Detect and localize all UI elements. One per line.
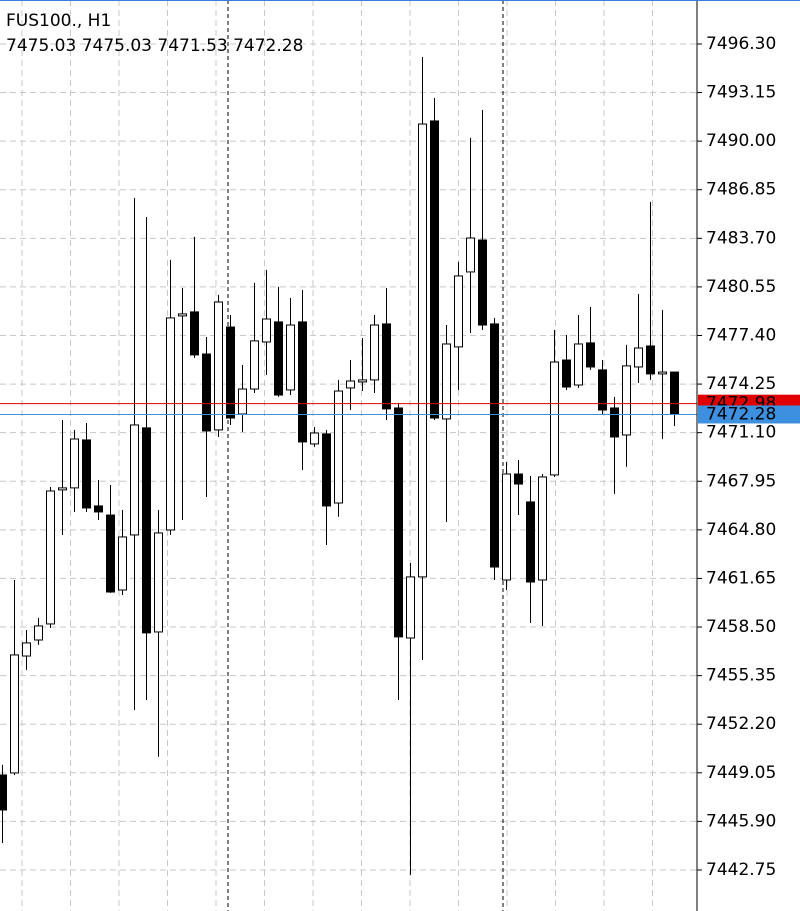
y-tick-label: 7449.05 bbox=[706, 763, 776, 783]
y-tick-label: 7490.00 bbox=[706, 131, 776, 151]
bear-body bbox=[298, 321, 307, 443]
bull-body bbox=[634, 347, 643, 368]
bull-body bbox=[154, 532, 163, 633]
y-tick-label: 7452.20 bbox=[706, 714, 776, 734]
bull-body bbox=[22, 642, 31, 657]
bull-body bbox=[46, 490, 55, 625]
y-tick-label: 7455.35 bbox=[706, 666, 776, 686]
price-lines bbox=[0, 403, 697, 415]
bull-body bbox=[130, 424, 139, 536]
bull-body bbox=[370, 324, 379, 381]
bear-body bbox=[430, 120, 439, 419]
bull-body bbox=[310, 432, 319, 445]
bull-body bbox=[442, 343, 451, 420]
bull-body bbox=[454, 275, 463, 348]
bear-body bbox=[0, 774, 7, 811]
bull-body bbox=[502, 473, 511, 581]
bull-body bbox=[418, 123, 427, 578]
bear-body bbox=[106, 514, 115, 593]
y-tick-label: 7483.70 bbox=[706, 228, 776, 248]
bull-body bbox=[574, 343, 583, 386]
y-tick-label: 7486.85 bbox=[706, 180, 776, 200]
y-tick-label: 7493.15 bbox=[706, 83, 776, 103]
y-tick-label: 7461.65 bbox=[706, 568, 776, 588]
bear-body bbox=[394, 407, 403, 638]
y-tick-label: 7480.55 bbox=[706, 277, 776, 297]
y-tick-label: 7458.50 bbox=[706, 617, 776, 637]
bull-body bbox=[406, 576, 415, 639]
bear-body bbox=[670, 371, 679, 415]
bear-body bbox=[646, 345, 655, 375]
ohlc-readout: 7475.03 7475.03 7471.53 7472.28 bbox=[6, 36, 303, 56]
bull-body bbox=[214, 301, 223, 431]
price-axis-labels: 7496.30 7493.15 7490.00 7486.85 7483.70 7480.… bbox=[697, 34, 800, 880]
bull-body bbox=[70, 438, 79, 489]
bear-body bbox=[190, 311, 199, 356]
y-tick-label: 7471.10 bbox=[706, 423, 776, 443]
bear-body bbox=[82, 439, 91, 509]
bull-body bbox=[334, 390, 343, 504]
y-tick-label: 7442.75 bbox=[706, 860, 776, 880]
candles bbox=[0, 56, 679, 875]
bear-body bbox=[490, 323, 499, 568]
bear-body bbox=[610, 407, 619, 438]
y-tick-label: 7496.30 bbox=[706, 34, 776, 54]
bear-body bbox=[142, 427, 151, 634]
bear-body bbox=[514, 473, 523, 485]
bear-body bbox=[586, 342, 595, 368]
bull-body bbox=[538, 476, 547, 581]
bid-label: 7472.28 bbox=[706, 404, 776, 424]
grid bbox=[0, 0, 697, 911]
bull-body bbox=[118, 536, 127, 591]
bear-body bbox=[598, 369, 607, 411]
bull-body bbox=[58, 487, 67, 491]
bull-body bbox=[658, 371, 667, 375]
bull-body bbox=[466, 237, 475, 273]
bear-body bbox=[382, 323, 391, 410]
bull-body bbox=[10, 654, 19, 774]
bull-body bbox=[622, 365, 631, 436]
y-tick-label: 7445.90 bbox=[706, 811, 776, 831]
bid-label-box bbox=[698, 405, 800, 424]
bull-body bbox=[250, 340, 259, 390]
chart-title: FUS100., H1 bbox=[6, 11, 111, 31]
bull-body bbox=[346, 380, 355, 389]
bear-body bbox=[322, 433, 331, 507]
bull-body bbox=[178, 313, 187, 317]
bear-body bbox=[562, 359, 571, 388]
bear-body bbox=[94, 505, 103, 513]
y-tick-label: 7467.95 bbox=[706, 471, 776, 491]
bull-body bbox=[262, 318, 271, 343]
bear-body bbox=[202, 353, 211, 432]
bull-body bbox=[166, 317, 175, 531]
bear-body bbox=[226, 326, 235, 419]
y-tick-label: 7477.40 bbox=[706, 325, 776, 345]
y-tick-label: 7474.25 bbox=[706, 374, 776, 394]
bull-body bbox=[286, 324, 295, 391]
bull-body bbox=[34, 625, 43, 641]
bull-body bbox=[358, 379, 367, 383]
bull-body bbox=[550, 361, 559, 476]
y-tick-label: 7464.80 bbox=[706, 520, 776, 540]
bear-body bbox=[478, 239, 487, 326]
bear-body bbox=[274, 321, 283, 396]
bull-body bbox=[238, 388, 247, 415]
bear-body bbox=[526, 501, 535, 583]
